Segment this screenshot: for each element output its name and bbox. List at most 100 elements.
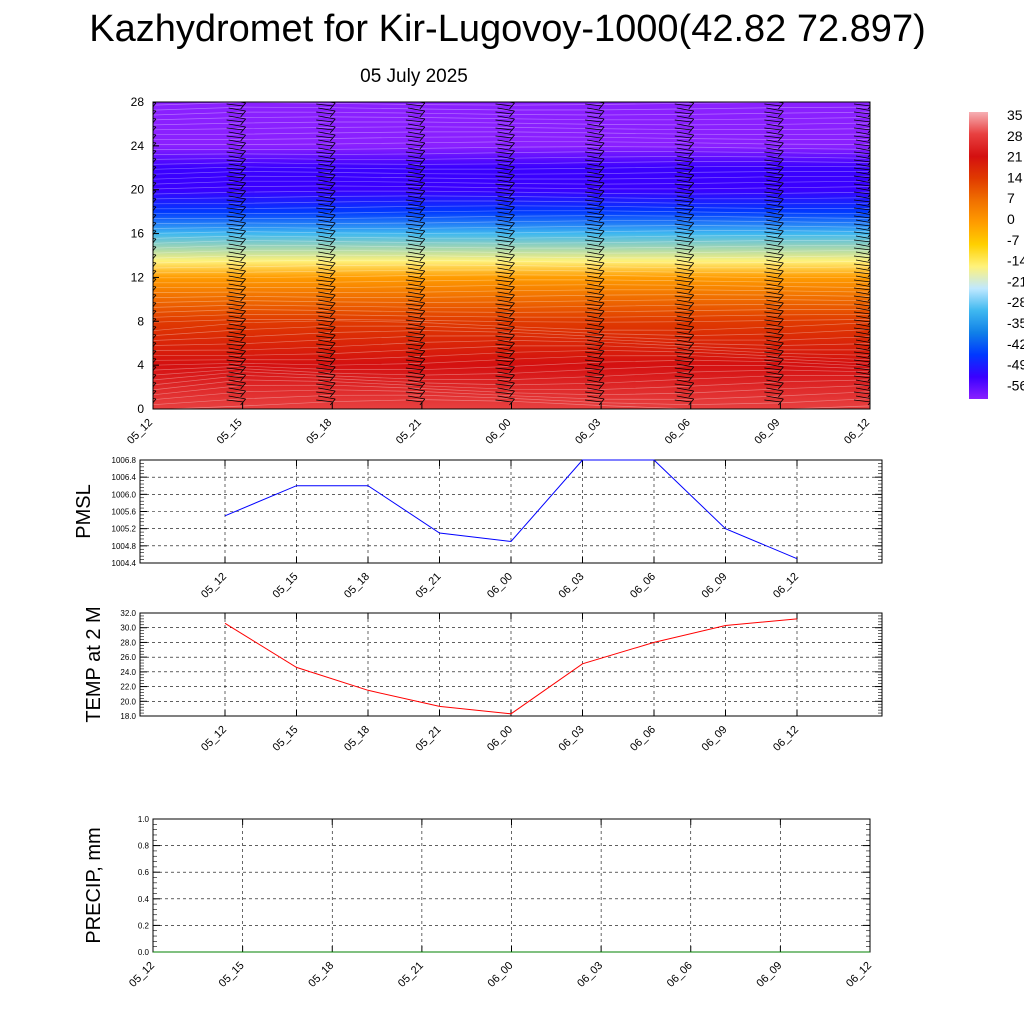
wind-barb-flag bbox=[853, 279, 870, 283]
wind-barb-flag bbox=[855, 195, 870, 199]
y-tick-label: 0.6 bbox=[138, 868, 150, 877]
wind-barb-flag bbox=[153, 201, 155, 203]
y-tick-label: 20 bbox=[131, 183, 145, 197]
y-tick-label: 12 bbox=[131, 270, 145, 284]
wind-barb-flag bbox=[676, 355, 694, 360]
contour-line bbox=[153, 141, 870, 145]
wind-barb-flag bbox=[855, 147, 870, 151]
contour-line bbox=[153, 365, 870, 376]
wind-barb-flag bbox=[853, 311, 870, 315]
wind-barb-staff bbox=[867, 233, 870, 238]
wind-barb-flag bbox=[318, 283, 336, 288]
wind-barb-flag bbox=[226, 127, 244, 131]
wind-barb-flag bbox=[676, 203, 694, 208]
wind-barb-flag bbox=[226, 271, 244, 275]
wind-barb-staff bbox=[867, 217, 870, 222]
x-tick-label: 06_00 bbox=[485, 724, 515, 754]
wind-barb-flag bbox=[853, 367, 870, 371]
wind-barb-flag bbox=[585, 343, 603, 347]
wind-barb-flag bbox=[674, 367, 692, 371]
wind-barb-flag bbox=[405, 191, 423, 195]
wind-barb-flag bbox=[497, 171, 515, 176]
wind-barb-flag bbox=[587, 107, 605, 112]
wind-barb-flag bbox=[587, 363, 605, 368]
wind-barb-flag bbox=[764, 223, 782, 227]
wind-barb-flag bbox=[674, 167, 692, 171]
wind-barb-flag bbox=[676, 251, 694, 256]
wind-barb-flag bbox=[676, 131, 694, 136]
wind-barb-flag bbox=[587, 379, 605, 384]
wind-barb-flag bbox=[405, 279, 423, 283]
x-tick-label: 05_21 bbox=[394, 417, 424, 447]
wind-barb-flag bbox=[855, 291, 870, 295]
wind-barb-flag bbox=[407, 387, 425, 392]
wind-barb-staff bbox=[867, 321, 870, 326]
wind-barb-flag bbox=[766, 139, 784, 144]
wind-barb-flag bbox=[764, 119, 782, 123]
wind-barb-flag bbox=[316, 135, 334, 139]
contour-line bbox=[153, 185, 870, 190]
wind-barb-column bbox=[764, 102, 784, 406]
wind-barb-flag bbox=[316, 151, 334, 155]
wind-barb-flag bbox=[853, 335, 870, 339]
wind-barb-flag bbox=[764, 215, 782, 219]
contour-line bbox=[153, 126, 870, 131]
wind-barb-flag bbox=[497, 387, 515, 392]
wind-barb-flag bbox=[228, 123, 246, 128]
wind-barb-column bbox=[405, 102, 426, 406]
wind-barb-flag bbox=[226, 247, 244, 251]
wind-barb-flag bbox=[855, 115, 870, 119]
wind-barb-flag bbox=[674, 311, 692, 315]
wind-barb-flag bbox=[585, 303, 603, 307]
y-tick-label: 20.0 bbox=[120, 697, 136, 706]
contour-line bbox=[153, 259, 870, 264]
wind-barb-flag bbox=[585, 271, 603, 275]
wind-barb-flag bbox=[587, 123, 605, 128]
wind-barb-flag bbox=[228, 275, 246, 280]
wind-barb-flag bbox=[676, 275, 694, 280]
contour-line bbox=[153, 102, 870, 106]
wind-barb-flag bbox=[318, 219, 336, 224]
wind-barb-flag bbox=[585, 191, 603, 195]
wind-barb-flag bbox=[855, 347, 870, 351]
wind-barb-flag bbox=[766, 275, 784, 280]
wind-barb-flag bbox=[853, 223, 870, 227]
wind-barb-flag bbox=[316, 279, 334, 283]
wind-barb-flag bbox=[855, 131, 870, 135]
wind-barb-flag bbox=[674, 143, 692, 147]
wind-barb-staff bbox=[867, 105, 870, 110]
wind-barb-flag bbox=[405, 183, 423, 187]
wind-barb-flag bbox=[585, 359, 603, 363]
wind-barb-flag bbox=[226, 327, 244, 331]
y-tick-label: 0.0 bbox=[138, 948, 150, 957]
wind-barb-flag bbox=[497, 115, 515, 120]
wind-barb-flag bbox=[853, 167, 870, 171]
wind-barb-flag bbox=[495, 135, 513, 139]
wind-barb-flag bbox=[226, 207, 244, 211]
wind-barb-flag bbox=[497, 299, 515, 304]
wind-barb-flag bbox=[497, 235, 515, 240]
x-tick-label: 06_12 bbox=[844, 960, 874, 990]
x-tick-label: 06_09 bbox=[754, 960, 784, 990]
wind-barb-flag bbox=[766, 315, 784, 320]
wind-barb-flag bbox=[766, 307, 784, 312]
wind-barb-flag bbox=[497, 363, 515, 368]
wind-barb-flag bbox=[855, 227, 870, 231]
x-tick-label: 06_12 bbox=[771, 724, 801, 754]
wind-barb-flag bbox=[676, 323, 694, 328]
wind-barb-flag bbox=[764, 335, 782, 339]
wind-barb-flag bbox=[228, 267, 246, 272]
wind-barb-flag bbox=[407, 323, 425, 328]
wind-barb-flag bbox=[405, 271, 423, 275]
wind-barb-flag bbox=[316, 239, 334, 243]
wind-barb-flag bbox=[226, 103, 244, 107]
contour-line bbox=[153, 279, 870, 284]
wind-barb-flag bbox=[855, 243, 870, 247]
wind-barb-flag bbox=[497, 355, 515, 360]
wind-barb-flag bbox=[228, 235, 246, 240]
wind-barb-flag bbox=[855, 395, 870, 399]
wind-barb-flag bbox=[764, 247, 782, 251]
wind-barb-flag bbox=[405, 103, 423, 107]
wind-barb-flag bbox=[407, 219, 425, 224]
x-tick-label: 06_00 bbox=[484, 417, 514, 447]
